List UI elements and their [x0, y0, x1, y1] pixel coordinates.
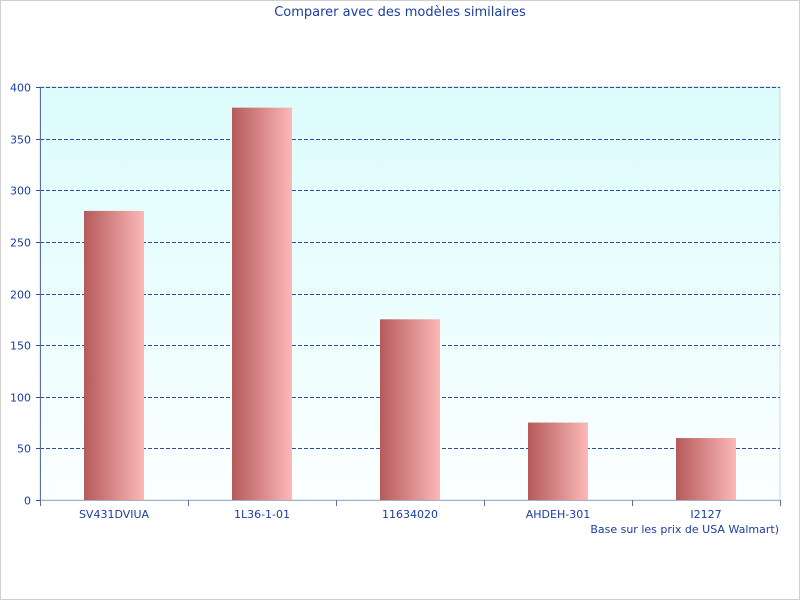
y-tick-label: 400: [10, 82, 31, 95]
y-tick-label: 350: [10, 134, 31, 147]
bar: [84, 210, 144, 500]
axes: [36, 87, 781, 506]
y-tick-label: 0: [24, 495, 31, 508]
y-tick-label: 100: [10, 392, 31, 405]
chart-title: Comparer avec des modèles similaires: [274, 5, 526, 20]
x-tick-label: 1L36-1-01: [234, 508, 290, 521]
x-tick-label: 11634020: [382, 508, 438, 521]
bar: [676, 438, 736, 500]
x-tick-label: I2127: [690, 508, 721, 521]
x-tick-label: SV431DVIUA: [79, 508, 150, 521]
y-tick-label: 300: [10, 185, 31, 198]
y-tick-label: 50: [17, 443, 31, 456]
bar: [528, 422, 588, 500]
bar: [380, 319, 440, 500]
x-tick-label: AHDEH-301: [526, 508, 590, 521]
tick-labels: 0 50 100 150 200 250 300 350 400 SV431DVIUA 1L36-1…: [10, 82, 722, 522]
y-tick-label: 150: [10, 340, 31, 353]
bars: [84, 107, 736, 501]
y-tick-label: 250: [10, 237, 31, 250]
y-tick-label: 200: [10, 289, 31, 302]
gridlines: [40, 87, 780, 449]
source-note: Base sur les prix de USA Walmart): [590, 523, 779, 536]
bar: [232, 107, 292, 501]
